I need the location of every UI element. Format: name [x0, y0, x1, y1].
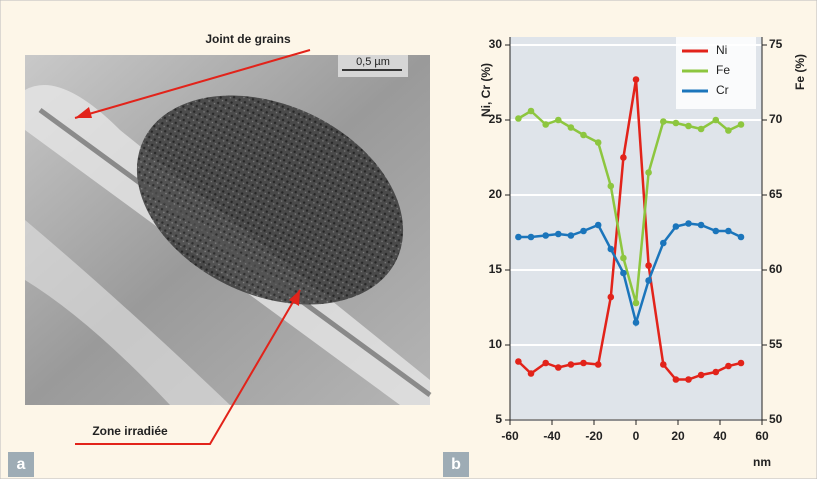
- y-tick-label: 15: [489, 262, 503, 276]
- data-point: [725, 362, 732, 370]
- data-point: [527, 107, 535, 115]
- annotation: Zone irradiée: [92, 424, 168, 438]
- data-point: [725, 127, 732, 134]
- x-axis-label: nm: [753, 455, 771, 469]
- data-point: [737, 233, 745, 241]
- data-point: [515, 233, 522, 241]
- data-point: [645, 169, 652, 176]
- data-point: [645, 262, 652, 269]
- data-point: [737, 121, 745, 128]
- data-point: [594, 221, 602, 229]
- data-point: [685, 220, 692, 227]
- data-point: [580, 131, 587, 139]
- y-axis-label: Ni, Cr (%): [479, 63, 493, 117]
- y2-tick-label: 55: [769, 337, 783, 351]
- data-point: [607, 182, 615, 190]
- data-point: [685, 376, 692, 383]
- y-tick-label: 25: [489, 112, 503, 126]
- data-point: [515, 358, 522, 365]
- x-tick-label: 20: [671, 429, 685, 443]
- y2-tick-label: 75: [769, 37, 783, 51]
- data-point: [567, 232, 575, 239]
- data-point: [672, 119, 680, 127]
- data-point: [542, 232, 549, 239]
- y-tick-label: 30: [489, 37, 503, 51]
- data-point: [567, 361, 575, 368]
- legend-label: Fe: [716, 63, 730, 77]
- data-point: [594, 361, 602, 368]
- data-point: [580, 359, 587, 367]
- data-point: [697, 125, 705, 133]
- data-point: [620, 269, 627, 277]
- chart: 5 10 15 20 25 30 50 55 60 65 70 75 -60 -40 -20 0 20 40 60 N…: [479, 37, 807, 469]
- data-point: [527, 370, 535, 377]
- y-tick-label: 10: [489, 337, 503, 351]
- arrowhead: [75, 107, 92, 118]
- data-point: [620, 254, 627, 262]
- data-point: [607, 293, 615, 301]
- data-point: [527, 233, 535, 241]
- y2-tick-label: 60: [769, 262, 783, 276]
- x-tick-label: 40: [713, 429, 727, 443]
- scale-bar-label: 0,5 µm: [356, 56, 390, 68]
- annotation-arrow: [74, 49, 311, 119]
- data-point: [580, 227, 587, 235]
- panel-label: a: [17, 456, 26, 473]
- x-tick-label: -40: [543, 429, 561, 443]
- y2-tick-label: 65: [769, 187, 783, 201]
- data-point: [712, 227, 720, 235]
- data-point: [555, 230, 562, 238]
- data-point: [542, 121, 549, 128]
- data-point: [620, 154, 627, 161]
- y-tick-label: 20: [489, 187, 503, 201]
- data-point: [660, 239, 667, 247]
- data-point: [632, 319, 640, 326]
- data-point: [632, 76, 640, 83]
- annotation-arrow: [75, 289, 301, 445]
- legend-label: Ni: [716, 43, 727, 57]
- data-point: [712, 116, 720, 124]
- data-point: [660, 118, 667, 125]
- legend-label: Cr: [716, 83, 729, 97]
- arrowhead: [289, 290, 300, 306]
- x-tick-label: -20: [585, 429, 603, 443]
- data-point: [712, 368, 720, 376]
- data-point: [737, 359, 745, 367]
- data-point: [594, 139, 602, 146]
- data-point: [607, 245, 615, 253]
- y2-tick-label: 50: [769, 412, 783, 426]
- data-point: [542, 359, 549, 367]
- data-point: [645, 277, 652, 284]
- data-point: [672, 376, 680, 383]
- panel-label-box: [443, 452, 469, 477]
- annotation: Joint de grains: [205, 32, 291, 46]
- x-tick-label: -60: [501, 429, 519, 443]
- data-point: [697, 221, 705, 229]
- y2-axis-label: Fe (%): [793, 54, 807, 90]
- legend-box: [676, 37, 756, 109]
- panel-label: b: [451, 456, 461, 473]
- micrograph: [25, 55, 432, 405]
- data-point: [685, 122, 692, 130]
- data-point: [632, 299, 640, 307]
- data-point: [672, 223, 680, 230]
- data-point: [567, 124, 575, 131]
- data-point: [660, 361, 667, 368]
- data-point: [697, 371, 705, 379]
- data-point: [725, 227, 732, 235]
- x-tick-label: 60: [755, 429, 769, 443]
- panel-label-box: [8, 452, 34, 477]
- data-point: [515, 115, 522, 122]
- y-tick-label: 5: [495, 412, 502, 426]
- data-point: [555, 364, 562, 371]
- x-tick-label: 0: [633, 429, 640, 443]
- y2-tick-label: 70: [769, 112, 783, 126]
- data-point: [555, 116, 562, 124]
